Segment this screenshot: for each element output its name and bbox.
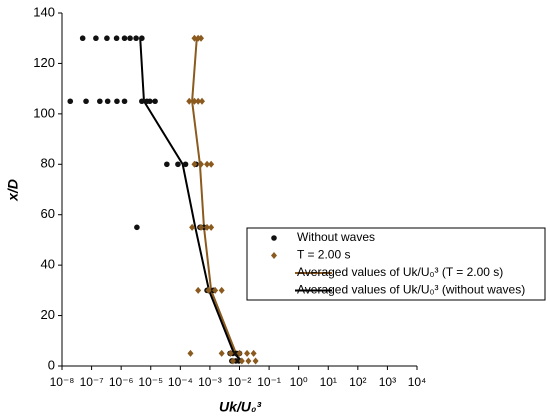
y-tick-label: 120 — [33, 55, 55, 70]
x-tick-label: 10⁻² — [228, 375, 252, 389]
diamond-point — [204, 160, 211, 168]
diamond-point — [198, 97, 205, 105]
x-tick-label: 10⁻⁸ — [50, 375, 75, 389]
diamond-point — [198, 34, 205, 42]
legend-label: Averaged values of Uk/U₀³ (T = 2.00 s) — [297, 265, 503, 279]
diamond-point — [244, 349, 251, 357]
diamond-point — [187, 349, 194, 357]
legend-label: T = 2.00 s — [297, 248, 350, 262]
x-tick-label: 10² — [349, 375, 366, 389]
diamond-point — [218, 349, 225, 357]
circle-point — [147, 98, 153, 105]
diamond-point — [195, 286, 202, 294]
x-tick-label: 10³ — [379, 375, 396, 389]
circle-point — [121, 98, 128, 105]
circle-point — [182, 161, 189, 168]
legend-box — [246, 227, 546, 301]
x-tick-label: 10⁻⁷ — [80, 375, 104, 389]
diamond-point — [236, 349, 243, 357]
legend-label: Without waves — [297, 230, 375, 244]
circle-point — [121, 35, 128, 42]
diamond-point — [218, 286, 225, 294]
circle-point — [175, 161, 181, 168]
x-tick-label: 10⁰ — [290, 375, 308, 389]
circle-point — [134, 224, 140, 231]
legend-label: Averaged values of Uk/U₀³ (without waves… — [297, 283, 525, 297]
x-tick-label: 10⁴ — [408, 375, 427, 389]
circle-point — [79, 35, 86, 42]
diamond-point — [208, 223, 215, 231]
average-line — [139, 38, 243, 362]
diamond-point — [195, 97, 202, 105]
circle-point — [271, 235, 277, 241]
circle-point — [139, 35, 145, 42]
diamond-point — [189, 223, 196, 231]
diamond-point — [208, 160, 215, 168]
circle-point — [164, 161, 170, 168]
average-line — [191, 38, 241, 362]
diamond-point — [227, 349, 234, 357]
x-tick-label: 10¹ — [320, 375, 337, 389]
x-axis-label: Uk/U₀³ — [219, 399, 261, 415]
circle-point — [83, 98, 89, 105]
y-tick-label: 40 — [41, 257, 55, 272]
circle-point — [104, 98, 111, 105]
diamond-point — [191, 97, 198, 105]
x-tick-label: 10⁻⁵ — [138, 375, 163, 389]
diamond-point — [252, 357, 259, 365]
diamond-point — [198, 160, 205, 168]
circle-point — [113, 35, 120, 42]
circle-point — [152, 98, 158, 105]
y-tick-label: 80 — [41, 156, 55, 171]
diamond-point — [204, 223, 211, 231]
x-tick-label: 10⁻³ — [198, 375, 222, 389]
circle-point — [114, 98, 120, 105]
diamond-point — [205, 286, 212, 294]
diamond-point — [198, 223, 205, 231]
y-tick-label: 140 — [33, 4, 55, 19]
diamond-point — [250, 349, 257, 357]
y-tick-label: 100 — [33, 105, 55, 120]
circle-point — [127, 35, 133, 42]
diamond-point — [212, 286, 219, 294]
y-axis-label: x/D — [5, 179, 21, 202]
diamond-point — [271, 252, 277, 259]
x-tick-label: 10⁻¹ — [257, 375, 281, 389]
y-tick-label: 60 — [41, 206, 55, 221]
circle-point — [97, 98, 103, 105]
y-tick-label: 20 — [41, 307, 55, 322]
circle-point — [133, 35, 139, 42]
circle-point — [139, 98, 145, 105]
diamond-point — [191, 160, 198, 168]
diamond-point — [186, 97, 193, 105]
diamond-point — [229, 357, 236, 365]
diamond-point — [191, 34, 198, 42]
x-tick-label: 10⁻⁴ — [168, 375, 193, 389]
circle-point — [67, 98, 74, 105]
y-tick-label: 0 — [48, 357, 55, 372]
diamond-point — [238, 357, 245, 365]
x-tick-label: 10⁻⁶ — [109, 375, 134, 389]
diamond-point — [245, 357, 252, 365]
circle-point — [104, 35, 110, 42]
circle-point — [93, 35, 99, 42]
